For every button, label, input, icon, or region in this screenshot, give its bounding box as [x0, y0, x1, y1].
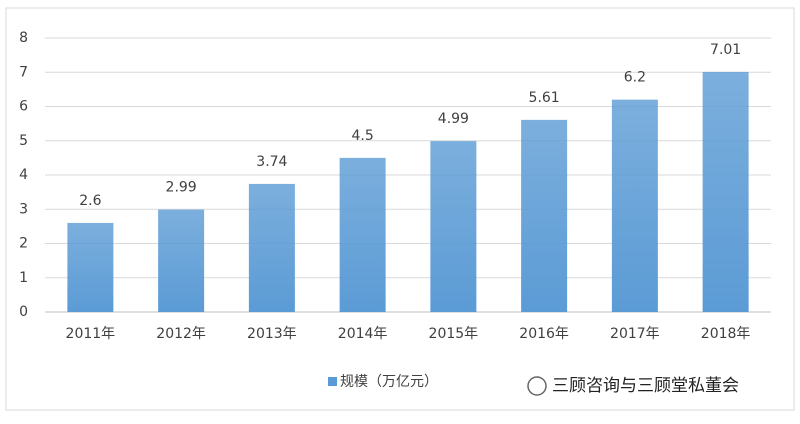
y-tick-label: 6 [19, 99, 28, 115]
y-tick-label: 5 [19, 133, 28, 149]
bar [430, 141, 477, 312]
x-tick-label: 2018年 [701, 326, 751, 342]
bar [248, 183, 295, 312]
bar [158, 209, 205, 312]
y-tick-label: 7 [19, 64, 28, 80]
value-label: 7.01 [710, 42, 741, 58]
x-tick-label: 2015年 [429, 326, 479, 342]
value-label: 2.99 [166, 180, 197, 196]
watermark-text: 三顾咨询与三顾堂私董会 [552, 376, 739, 396]
x-tick-label: 2016年 [519, 326, 569, 342]
bar [339, 157, 386, 312]
x-tick-label: 2017年 [610, 326, 660, 342]
bar [702, 71, 749, 312]
x-tick-label: 2011年 [66, 326, 116, 342]
value-label: 2.6 [79, 193, 101, 209]
y-tick-label: 2 [19, 236, 28, 252]
legend-swatch [328, 377, 337, 386]
y-tick-label: 8 [19, 30, 28, 46]
value-label: 3.74 [256, 154, 287, 170]
value-label: 4.99 [438, 111, 469, 127]
bar [611, 99, 658, 313]
x-tick-label: 2013年 [247, 326, 297, 342]
y-tick-label: 4 [19, 167, 28, 183]
value-label: 4.5 [351, 128, 373, 144]
y-tick-label: 3 [19, 201, 28, 217]
value-label: 5.61 [529, 90, 560, 106]
value-label: 6.2 [624, 70, 646, 86]
x-tick-label: 2014年 [338, 326, 388, 342]
y-tick-label: 1 [19, 270, 28, 286]
x-tick-label: 2012年 [156, 326, 206, 342]
y-tick-label: 0 [19, 304, 28, 320]
legend-label: 规模（万亿元） [340, 374, 438, 390]
watermark: 三顾咨询与三顾堂私董会 [527, 376, 739, 396]
watermark-icon [527, 376, 547, 396]
bar [521, 119, 568, 312]
bar [67, 222, 114, 312]
